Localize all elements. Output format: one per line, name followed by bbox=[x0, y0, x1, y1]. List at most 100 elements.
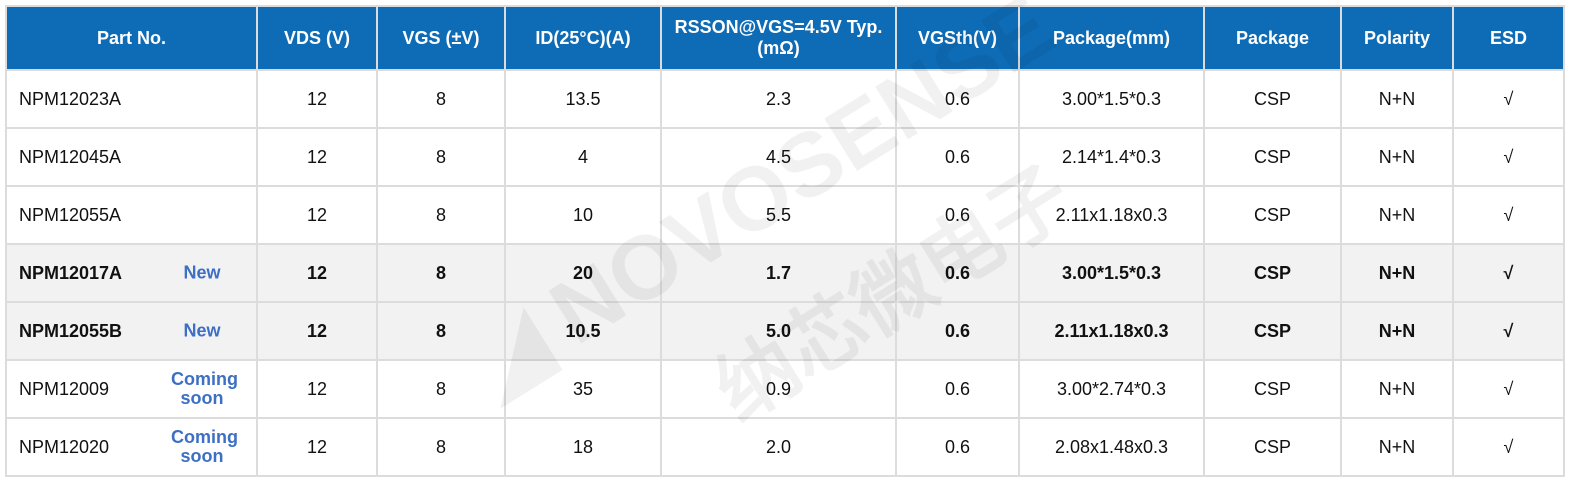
cell-vds: 12 bbox=[256, 359, 378, 419]
cell-id: 4 bbox=[504, 127, 662, 187]
table-row: NPM12023A 12 8 13.5 2.3 0.6 3.00*1.5*0.3 CSP N+N… bbox=[5, 69, 1565, 129]
table-row: NPM12055A 12 8 10 5.5 0.6 2.11x1.18x0.3 CSP N+N √ bbox=[5, 185, 1565, 245]
column-header-vds: VDS (V) bbox=[256, 5, 378, 71]
cell-vds: 12 bbox=[256, 69, 378, 129]
column-header-polarity: Polarity bbox=[1340, 5, 1454, 71]
cell-part-no: NPM12055A bbox=[5, 185, 258, 245]
cell-rdson: 4.5 bbox=[660, 127, 897, 187]
cell-polarity: N+N bbox=[1340, 243, 1454, 303]
part-number: NPM12020 bbox=[19, 436, 110, 457]
column-header-rdson: RSSON@VGS=4.5V Typ.(mΩ) bbox=[660, 5, 897, 71]
column-header-vgsth: VGSth(V) bbox=[895, 5, 1020, 71]
column-header-esd: ESD bbox=[1452, 5, 1565, 71]
table-row: NPM12009 Coming soon 12 8 35 0.9 0.6 3.00*2.74*… bbox=[5, 359, 1565, 419]
cell-vgsth: 0.6 bbox=[895, 243, 1020, 303]
cell-vds: 12 bbox=[256, 127, 378, 187]
header-row: Part No. VDS (V) VGS (±V) ID(25°C)(A) RSSON@… bbox=[5, 5, 1565, 71]
cell-package: CSP bbox=[1203, 243, 1342, 303]
status-badge: Coming soon bbox=[171, 427, 238, 466]
cell-id: 20 bbox=[504, 243, 662, 303]
cell-part-no: NPM12023A bbox=[5, 69, 258, 129]
cell-vds: 12 bbox=[256, 301, 378, 361]
cell-esd: √ bbox=[1452, 359, 1565, 419]
cell-rdson: 2.0 bbox=[660, 417, 897, 477]
column-header-package-mm: Package(mm) bbox=[1018, 5, 1205, 71]
cell-rdson: 5.0 bbox=[660, 301, 897, 361]
cell-package-mm: 2.11x1.18x0.3 bbox=[1018, 301, 1205, 361]
part-number: NPM12055A bbox=[19, 204, 122, 225]
cell-part-no: NPM12045A bbox=[5, 127, 258, 187]
cell-package-mm: 2.14*1.4*0.3 bbox=[1018, 127, 1205, 187]
status-badge: New bbox=[183, 262, 221, 283]
cell-vds: 12 bbox=[256, 185, 378, 245]
cell-rdson: 1.7 bbox=[660, 243, 897, 303]
cell-part-no: NPM12009 Coming soon bbox=[5, 359, 258, 419]
cell-rdson: 5.5 bbox=[660, 185, 897, 245]
column-header-part-no: Part No. bbox=[5, 5, 258, 71]
table-row: NPM12045A 12 8 4 4.5 0.6 2.14*1.4*0.3 CSP N+N √ bbox=[5, 127, 1565, 187]
cell-package: CSP bbox=[1203, 417, 1342, 477]
cell-polarity: N+N bbox=[1340, 359, 1454, 419]
cell-package-mm: 3.00*1.5*0.3 bbox=[1018, 69, 1205, 129]
cell-vgs: 8 bbox=[376, 69, 506, 129]
table-row: NPM12017A New 12 8 20 1.7 0.6 3.00*1.5*0.3 CSP N+… bbox=[5, 243, 1565, 303]
cell-package-mm: 2.08x1.48x0.3 bbox=[1018, 417, 1205, 477]
cell-esd: √ bbox=[1452, 301, 1565, 361]
cell-id: 10.5 bbox=[504, 301, 662, 361]
cell-part-no: NPM12055B New bbox=[5, 301, 258, 361]
cell-vgs: 8 bbox=[376, 243, 506, 303]
cell-package-mm: 3.00*1.5*0.3 bbox=[1018, 243, 1205, 303]
cell-polarity: N+N bbox=[1340, 417, 1454, 477]
status-badge: Coming soon bbox=[171, 369, 238, 408]
cell-package: CSP bbox=[1203, 185, 1342, 245]
cell-esd: √ bbox=[1452, 243, 1565, 303]
cell-polarity: N+N bbox=[1340, 185, 1454, 245]
cell-part-no: NPM12017A New bbox=[5, 243, 258, 303]
column-header-id: ID(25°C)(A) bbox=[504, 5, 662, 71]
cell-id: 18 bbox=[504, 417, 662, 477]
part-number: NPM12045A bbox=[19, 146, 122, 167]
cell-id: 10 bbox=[504, 185, 662, 245]
cell-package: CSP bbox=[1203, 127, 1342, 187]
cell-esd: √ bbox=[1452, 417, 1565, 477]
cell-vgs: 8 bbox=[376, 301, 506, 361]
cell-vds: 12 bbox=[256, 417, 378, 477]
part-number: NPM12017A bbox=[19, 262, 123, 283]
cell-package-mm: 3.00*2.74*0.3 bbox=[1018, 359, 1205, 419]
cell-vgs: 8 bbox=[376, 417, 506, 477]
column-header-vgs: VGS (±V) bbox=[376, 5, 506, 71]
cell-esd: √ bbox=[1452, 185, 1565, 245]
cell-vgsth: 0.6 bbox=[895, 185, 1020, 245]
cell-vgs: 8 bbox=[376, 359, 506, 419]
cell-package-mm: 2.11x1.18x0.3 bbox=[1018, 185, 1205, 245]
status-badge: New bbox=[183, 320, 221, 341]
cell-polarity: N+N bbox=[1340, 69, 1454, 129]
cell-polarity: N+N bbox=[1340, 127, 1454, 187]
cell-vgsth: 0.6 bbox=[895, 417, 1020, 477]
part-number: NPM12023A bbox=[19, 88, 122, 109]
cell-package: CSP bbox=[1203, 301, 1342, 361]
cell-vgsth: 0.6 bbox=[895, 301, 1020, 361]
part-number: NPM12055B bbox=[19, 320, 123, 341]
table-row: NPM12020 Coming soon 12 8 18 2.0 0.6 2.08x1.48x… bbox=[5, 417, 1565, 477]
cell-esd: √ bbox=[1452, 69, 1565, 129]
cell-package: CSP bbox=[1203, 359, 1342, 419]
cell-vgs: 8 bbox=[376, 127, 506, 187]
cell-rdson: 0.9 bbox=[660, 359, 897, 419]
cell-id: 35 bbox=[504, 359, 662, 419]
cell-vgsth: 0.6 bbox=[895, 359, 1020, 419]
cell-esd: √ bbox=[1452, 127, 1565, 187]
cell-part-no: NPM12020 Coming soon bbox=[5, 417, 258, 477]
table-row: NPM12055B New 12 8 10.5 5.0 0.6 2.11x1.18x0.3 CS… bbox=[5, 301, 1565, 361]
column-header-package: Package bbox=[1203, 5, 1342, 71]
cell-vgsth: 0.6 bbox=[895, 127, 1020, 187]
cell-vgs: 8 bbox=[376, 185, 506, 245]
cell-vds: 12 bbox=[256, 243, 378, 303]
cell-vgsth: 0.6 bbox=[895, 69, 1020, 129]
cell-package: CSP bbox=[1203, 69, 1342, 129]
cell-rdson: 2.3 bbox=[660, 69, 897, 129]
cell-polarity: N+N bbox=[1340, 301, 1454, 361]
cell-id: 13.5 bbox=[504, 69, 662, 129]
product-table: Part No. VDS (V) VGS (±V) ID(25°C)(A) RSSON@… bbox=[5, 5, 1565, 477]
part-number: NPM12009 bbox=[19, 378, 110, 399]
